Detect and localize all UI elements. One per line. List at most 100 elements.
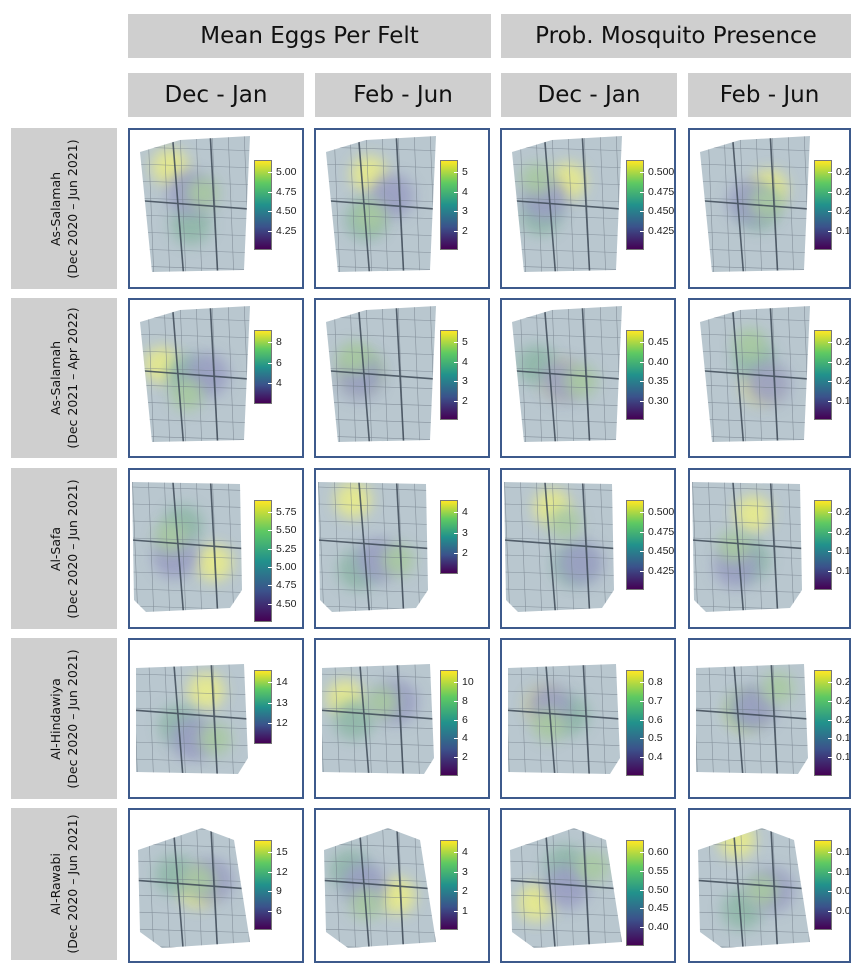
colorbar-tick-label: 3: [454, 375, 468, 387]
colorbar-tick-label: 0.24: [827, 186, 849, 198]
colorbar-tick-label: 3: [454, 865, 468, 878]
period-header-2: Feb - Jun: [315, 73, 491, 117]
colorbar-tick-label: 0.7: [640, 694, 663, 707]
colorbar-tick-label: 0.5: [640, 732, 663, 745]
colorbar-tick-label: 0.1: [828, 751, 851, 764]
map-image: [326, 136, 436, 272]
map-area: [696, 664, 808, 774]
colorbar: [440, 840, 458, 930]
map-area: [140, 136, 250, 272]
map-image: [504, 482, 614, 612]
colorbar: [814, 670, 832, 776]
map-area: [138, 828, 250, 948]
period-header-3: Dec - Jan: [501, 73, 677, 117]
map-panel: 5 4 3 2: [314, 298, 490, 458]
colorbar-tick-label: 0.500: [639, 166, 675, 178]
colorbar-tick-label: 5.25: [267, 542, 297, 555]
colorbar-tick-label: 12: [268, 865, 288, 878]
site-dates: (Dec 2020 – Jun 2021): [65, 814, 80, 954]
site-name: Al-Safa: [48, 526, 63, 571]
map-area: [508, 664, 620, 774]
colorbar-tick-label: 9: [268, 885, 282, 897]
colorbar-tick-label: 0.500: [639, 506, 675, 518]
map-area: [512, 136, 622, 272]
map-image: [138, 828, 250, 948]
colorbar-tick-label: 0.60: [639, 846, 669, 858]
period-header-4: Feb - Jun: [688, 73, 851, 117]
colorbar: [254, 840, 272, 930]
colorbar-tick-label: 4: [268, 377, 282, 390]
colorbar-tick-label: 0.0: [828, 904, 851, 917]
colorbar-tick-label: 10: [454, 676, 474, 688]
colorbar: [440, 670, 458, 776]
map-image: [512, 136, 622, 272]
map-image: [512, 306, 622, 442]
colorbar-tick-label: 0.28: [827, 166, 849, 178]
map-panel: 0.500 0.475 0.450 0.425: [500, 128, 676, 289]
map-area: [318, 482, 428, 612]
map-panel: 0.2 0.2 0.2 0.1: [688, 298, 851, 458]
row-label-1: As-Salamah (Dec 2020 – Jun 2021): [11, 128, 117, 289]
colorbar-tick-label: 0.475: [639, 185, 675, 198]
map-area: [324, 828, 436, 948]
colorbar-tick-label: 4.75: [267, 185, 297, 198]
map-panel: 4 3 2 1: [314, 808, 490, 963]
colorbar-tick-label: 6: [268, 904, 282, 917]
colorbar-tick-label: 0.475: [639, 525, 675, 538]
colorbar-tick-label: 0.2: [828, 713, 851, 726]
colorbar-tick-label: 3: [454, 526, 468, 539]
map-area: [140, 306, 250, 442]
colorbar-tick-label: 2: [454, 751, 468, 764]
colorbar: [440, 330, 458, 420]
period-header-1: Dec - Jan: [128, 73, 304, 117]
map-area: [322, 664, 434, 774]
colorbar-tick-label: 0.45: [639, 902, 669, 915]
colorbar-tick-label: 0.425: [639, 564, 675, 577]
map-panel: 5.75 5.50 5.25 5.00 4.75 4.50: [128, 468, 304, 629]
colorbar: [814, 840, 832, 930]
colorbar-tick-label: 0.0: [828, 885, 851, 897]
colorbar-tick-label: 0.30: [639, 394, 669, 407]
map-panel: 15 12 9 6: [128, 808, 304, 963]
colorbar: [254, 670, 272, 744]
colorbar-tick-label: 8: [454, 694, 468, 707]
site-name: As-Salamah: [48, 340, 63, 416]
colorbar-tick-label: 4.50: [267, 205, 297, 217]
map-panel: 0.2 0.2 0.1 0.1: [688, 468, 851, 629]
colorbar-tick-label: 0.425: [639, 224, 675, 237]
map-panel: 5.00 4.75 4.50 4.25: [128, 128, 304, 289]
colorbar-tick-label: 0.40: [639, 355, 669, 368]
colorbar-tick-label: 5: [454, 336, 468, 348]
colorbar-tick-label: 13: [268, 696, 288, 709]
colorbar-tick-label: 4.50: [267, 597, 297, 610]
colorbar-tick-label: 4.25: [267, 224, 297, 237]
colorbar-tick-label: 5.00: [267, 166, 297, 178]
colorbar-tick-label: 0.40: [639, 921, 669, 934]
map-image: [700, 136, 810, 272]
map-image: [692, 482, 802, 612]
colorbar: [440, 160, 458, 250]
colorbar: [814, 500, 832, 590]
colorbar-tick-label: 0.1: [828, 732, 851, 745]
site-name: As-Salamah: [48, 171, 63, 246]
colorbar-tick-label: 0.2: [828, 355, 851, 368]
map-area: [700, 136, 810, 272]
site-name: Al-Hindawiya: [48, 677, 63, 760]
map-area: [692, 482, 802, 612]
colorbar: [626, 670, 644, 776]
colorbar: [626, 500, 644, 590]
colorbar-tick-label: 0.1: [828, 545, 851, 557]
colorbar-tick-label: 5: [454, 166, 468, 178]
colorbar-tick-label: 0.1: [828, 846, 851, 858]
map-area: [504, 482, 614, 612]
map-area: [136, 664, 248, 774]
colorbar: [626, 330, 644, 420]
colorbar-tick-label: 0.2: [828, 506, 851, 518]
colorbar-tick-label: 0.2: [828, 676, 851, 688]
colorbar-tick-label: 0.55: [639, 864, 669, 877]
site-dates: (Dec 2020 – Jun 2021): [65, 648, 80, 789]
site-dates: (Dec 2020 – Jun 2021): [65, 478, 80, 619]
map-area: [326, 136, 436, 272]
map-panel: 5 4 3 2: [314, 128, 490, 289]
map-image: [698, 828, 810, 948]
